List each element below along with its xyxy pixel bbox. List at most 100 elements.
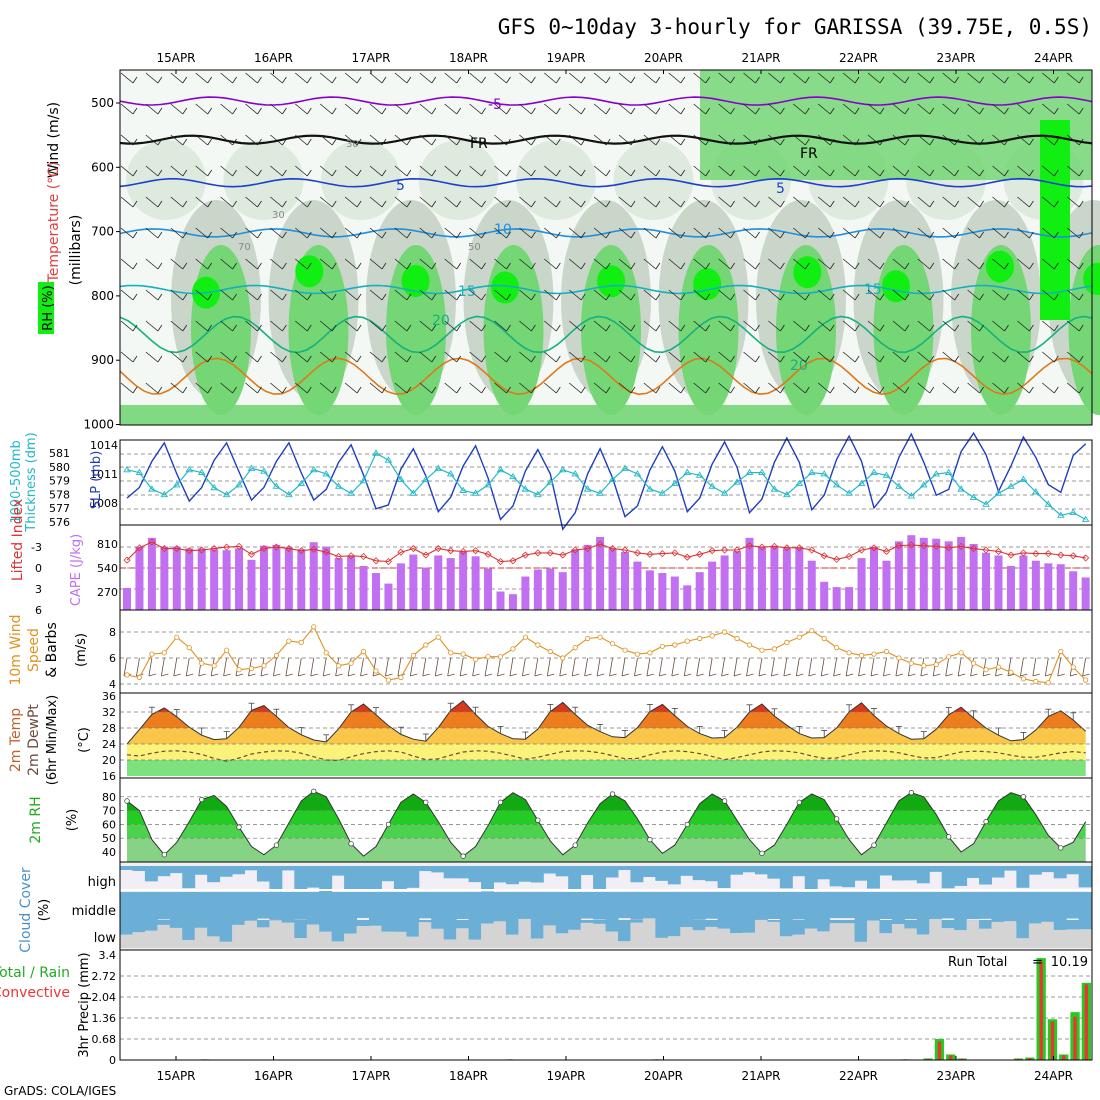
wind-barb-tick — [356, 200, 362, 208]
wind-barb — [817, 320, 831, 332]
wind-barb — [1066, 289, 1080, 301]
wind-barb — [494, 382, 507, 394]
wind-barb-tick — [680, 169, 686, 177]
axis-label-cloud-unit: (%) — [37, 899, 52, 922]
low-cloud-bar — [829, 923, 843, 948]
cape-bar — [546, 568, 555, 610]
wind-barb — [369, 351, 383, 363]
wind-barb — [120, 103, 134, 115]
rh-point — [311, 788, 317, 794]
low-cloud-bar — [680, 927, 694, 948]
lifted-index-point — [770, 542, 778, 550]
wind-barb — [245, 351, 258, 363]
wind-barb — [917, 72, 931, 84]
thickness-point — [733, 478, 741, 485]
wind-barb — [494, 289, 507, 301]
wind-barb-tick — [456, 293, 462, 301]
wind-barb — [842, 196, 856, 208]
wind-barb-tick — [182, 231, 188, 239]
low-cloud-fill — [605, 920, 619, 932]
wind-barb-tick — [132, 107, 138, 115]
wind-barb-tick — [580, 169, 586, 177]
wind-barb-tick — [182, 76, 188, 84]
low-cloud-bar — [692, 930, 706, 948]
wind-barb-tick — [157, 262, 163, 270]
wind-barb — [693, 382, 706, 394]
wind-barb — [618, 351, 632, 363]
wind-barb-tick — [157, 355, 163, 363]
wind-barb-tick — [157, 386, 163, 394]
low-cloud-fill — [256, 920, 270, 928]
wind-barb — [568, 382, 582, 394]
low-cloud-bar — [306, 924, 320, 948]
middle-cloud-bar — [555, 892, 569, 923]
surface-wind-barb — [497, 657, 501, 677]
thickness-point — [944, 468, 953, 476]
wind-speed-point — [809, 628, 815, 634]
cape-tick-label: 810 — [97, 538, 118, 551]
wind-barb — [245, 196, 258, 208]
wind-barb-tick — [730, 355, 735, 363]
wind-barb — [867, 382, 881, 394]
thickness-point — [982, 500, 990, 507]
wind-barb — [942, 289, 955, 301]
wind-barb — [693, 103, 706, 115]
lifted-index-point — [459, 547, 467, 556]
wind-barb — [942, 72, 955, 84]
wind-barb-tick — [531, 262, 536, 270]
high-cloud-bar — [1016, 866, 1030, 888]
lifted-index-point — [683, 553, 691, 561]
wind-barb-tick — [755, 386, 760, 394]
wind-barb — [344, 134, 358, 146]
wind-barb-tick — [431, 200, 437, 208]
wind-barb — [220, 258, 233, 270]
wind-barb-tick — [1053, 138, 1059, 146]
wind-barb — [842, 227, 856, 239]
high-cloud-bar — [331, 866, 345, 876]
wind-barb-tick — [755, 107, 760, 115]
wind-barb — [469, 320, 482, 332]
temp-tick-label: 32 — [102, 706, 116, 719]
low-cloud-bar — [655, 937, 669, 948]
wind-barb-tick — [730, 231, 735, 239]
wind-speed-point — [435, 634, 441, 640]
thickness-point — [459, 486, 467, 493]
high-cloud-bar — [244, 866, 258, 871]
wind-barb-tick — [755, 231, 760, 239]
wind-barb-tick — [207, 138, 213, 146]
low-cloud-bar — [792, 934, 806, 948]
wind-barb-tick — [331, 169, 337, 177]
wind-barb-tick — [207, 262, 213, 270]
low-cloud-bar — [568, 929, 582, 948]
wind-barb — [817, 351, 831, 363]
middle-cloud-bar — [418, 892, 432, 919]
wind-barb-tick — [182, 355, 188, 363]
wind-barb-tick — [904, 138, 910, 146]
wind-barb-tick — [730, 76, 735, 84]
lifted-index-point — [123, 556, 131, 564]
wind-barb — [718, 227, 731, 239]
low-cloud-fill — [381, 920, 395, 932]
wind-barb — [1042, 134, 1055, 146]
wind-barb — [618, 134, 632, 146]
thickness-point — [322, 470, 330, 477]
wind-barb — [1066, 351, 1080, 363]
middle-cloud-bar — [593, 892, 607, 920]
wind-barb-tick — [207, 386, 213, 394]
wind-barb-tick — [531, 386, 536, 394]
low-cloud-fill — [319, 920, 333, 932]
wind-barb-tick — [655, 200, 661, 208]
wind-barb — [842, 134, 856, 146]
wind-barb-tick — [555, 107, 561, 115]
wind-barb — [593, 258, 607, 270]
wind-barb-tick — [331, 138, 337, 146]
middle-cloud-bar — [979, 892, 992, 919]
thickness-point — [260, 467, 268, 474]
wind-speed-point — [622, 647, 628, 653]
low-cloud-bar — [381, 931, 395, 948]
contour-label: 20 — [432, 313, 450, 329]
wind-barb-tick — [1004, 293, 1009, 301]
lifted-index-point — [434, 544, 442, 553]
wind-barb-tick — [207, 76, 213, 84]
